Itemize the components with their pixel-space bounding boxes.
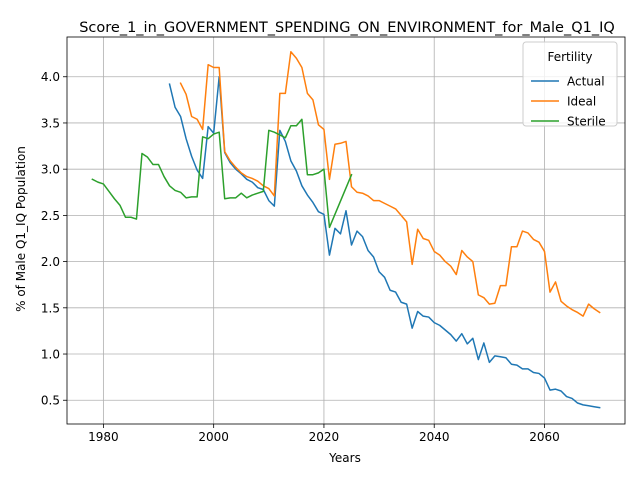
series-layer [91, 51, 601, 409]
y-tick-label: 1.0 [41, 348, 60, 362]
plot-frame [66, 36, 626, 425]
x-tick-label: 2020 [309, 430, 340, 444]
series-line-ideal [179, 51, 601, 317]
y-tick-label: 0.5 [41, 394, 60, 408]
x-axis-ticks: 1980 2000 2020 2040 2060 [88, 424, 560, 444]
y-tick-label: 4.0 [41, 70, 60, 84]
chart-title: Score_1_in_GOVERNMENT_SPENDING_ON_ENVIRO… [79, 20, 615, 36]
y-tick-label: 2.5 [41, 209, 60, 223]
legend-title: Fertility [547, 50, 592, 64]
y-axis-label: % of Male Q1_IQ Population [14, 146, 28, 312]
x-tick-label: 1980 [88, 430, 119, 444]
series-line-sterile [91, 118, 353, 229]
legend-entries: Actual Ideal Sterile [531, 75, 606, 129]
legend: Fertility Actual Ideal Sterile [522, 41, 618, 129]
legend-label-ideal: Ideal [567, 95, 596, 109]
legend-label-actual: Actual [567, 75, 605, 89]
x-tick-label: 2040 [419, 430, 450, 444]
y-tick-label: 2.0 [41, 255, 60, 269]
legend-label-sterile: Sterile [567, 115, 606, 129]
legend-box [522, 41, 618, 127]
y-tick-label: 1.5 [41, 301, 60, 315]
series-line-actual [168, 75, 601, 409]
x-tick-label: 2060 [529, 430, 560, 444]
y-tick-label: 3.5 [41, 116, 60, 130]
x-axis-label: Years [328, 451, 361, 465]
y-axis-ticks: 0.5 1.0 1.5 2.0 2.5 3.0 3.5 4.0 [41, 70, 67, 408]
x-tick-label: 2000 [198, 430, 229, 444]
y-tick-label: 3.0 [41, 163, 60, 177]
